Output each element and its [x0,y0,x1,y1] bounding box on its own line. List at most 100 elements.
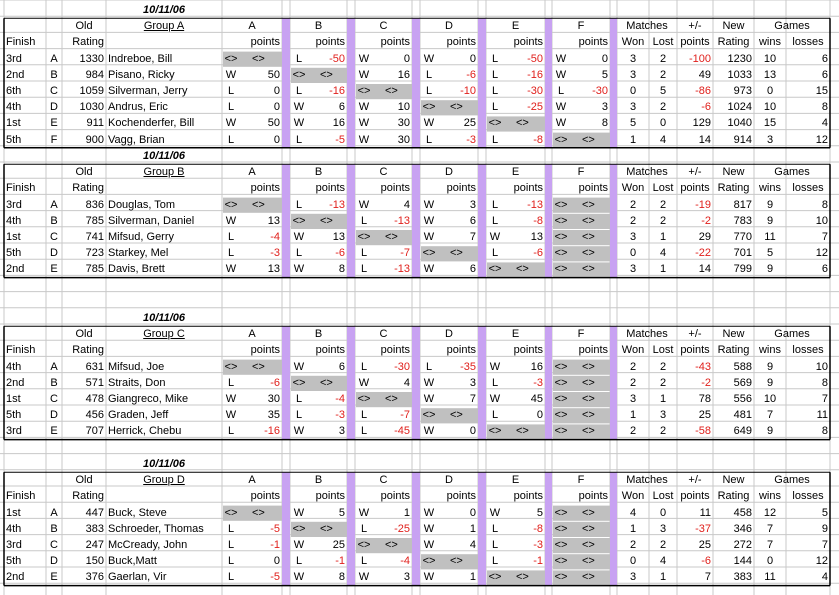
match-result: W [423,376,435,389]
match-result: L [425,68,433,81]
match-points: 45 [530,393,543,405]
match-result: W [358,133,370,146]
self-match-cell [553,262,610,278]
purple-separator [347,164,355,278]
match-points: -13 [394,263,410,276]
match-result: W [293,571,305,584]
header-opponent-d: D [445,166,453,179]
match-points: -1 [270,539,280,551]
purple-separator [282,18,290,148]
games-wins: 9 [766,214,774,227]
match-result: <> [554,409,568,422]
self-match-cell [223,51,282,67]
player-name: Silverman, Jerry [108,85,188,97]
finish-place: 3rd [6,52,22,65]
match-result: L [227,101,235,114]
match-points: <> [516,571,529,584]
match-result: <> [554,425,568,438]
header-opponent-c: C [379,474,388,487]
header-finish: Finish [6,490,36,503]
new-rating: 770 [733,231,752,243]
match-result: L [491,247,499,260]
games-wins: 9 [766,376,774,389]
match-points: 5 [601,68,608,81]
match-points: <> [385,85,398,97]
self-match-cell [223,197,282,213]
games-wins: 15 [763,117,777,130]
match-result: <> [292,376,306,389]
self-match-cell [223,359,282,375]
match-result: L [295,198,303,211]
match-points: 16 [530,360,543,373]
header-points: points [315,182,345,195]
player-letter: C [50,231,58,243]
header-opponent-e: E [511,166,520,179]
player-name: Andrus, Eric [108,101,168,114]
header-points: points [380,182,410,195]
self-match-cell [553,505,610,521]
match-points: -3 [533,376,543,389]
header-opponent-d: D [445,328,453,341]
header-points: points [578,490,608,503]
player-letter: D [50,247,58,260]
header-plusminus: +/- [688,474,702,487]
plusminus-points: 78 [698,393,711,405]
finish-place: 4th [6,214,22,227]
games-wins: 5 [766,247,774,260]
header-new: New [722,166,745,179]
header-wins: wins [758,490,781,503]
header-points: points [315,344,345,357]
old-rating: 456 [85,409,104,422]
match-points: -3 [466,133,476,146]
match-result: W [358,52,370,65]
self-match-cell [487,262,545,278]
new-rating: 973 [733,85,752,97]
header-opponent-a: A [248,166,256,179]
match-points: <> [582,539,595,551]
match-result: L [227,425,235,438]
purple-separator [478,164,486,278]
match-result: L [491,68,499,81]
matches-lost: 2 [659,425,667,438]
new-rating: 383 [733,571,752,584]
match-points: 0 [273,555,280,568]
match-result: <> [554,376,568,389]
match-points: -4 [400,555,410,568]
match-points: <> [582,376,595,389]
header-points: points [513,182,543,195]
self-match-cell [487,424,545,440]
header-games: Games [774,474,810,487]
player-letter: C [50,539,58,551]
games-wins: 7 [766,522,774,535]
match-result: L [295,555,303,568]
match-points: -5 [335,133,345,146]
match-points: -8 [533,522,543,535]
games-losses: 8 [821,101,828,114]
match-result: W [423,522,435,535]
header-points: points [250,182,280,195]
header-opponent-c: C [379,328,388,341]
match-points: <> [320,522,333,535]
player-name: Buck, Steve [108,506,167,519]
matches-lost: 2 [659,214,667,227]
player-letter: E [50,571,58,584]
match-points: <> [320,68,333,81]
matches-won: 2 [629,214,637,227]
self-match-cell [421,246,478,262]
match-points: -16 [264,425,280,438]
match-points: <> [450,101,463,114]
match-result: L [360,409,368,422]
matches-won: 1 [629,133,637,146]
finish-place: 1st [6,393,21,405]
player-letter: E [50,263,58,276]
match-points: -6 [335,247,345,260]
header-points: points [380,344,410,357]
player-letter: E [50,425,58,438]
match-points: -25 [527,101,543,114]
games-losses: 6 [821,52,828,65]
match-points: 0 [469,425,476,438]
old-rating: 631 [85,360,104,373]
self-match-cell [421,408,478,424]
matches-won: 2 [629,360,637,373]
match-points: <> [385,539,398,551]
